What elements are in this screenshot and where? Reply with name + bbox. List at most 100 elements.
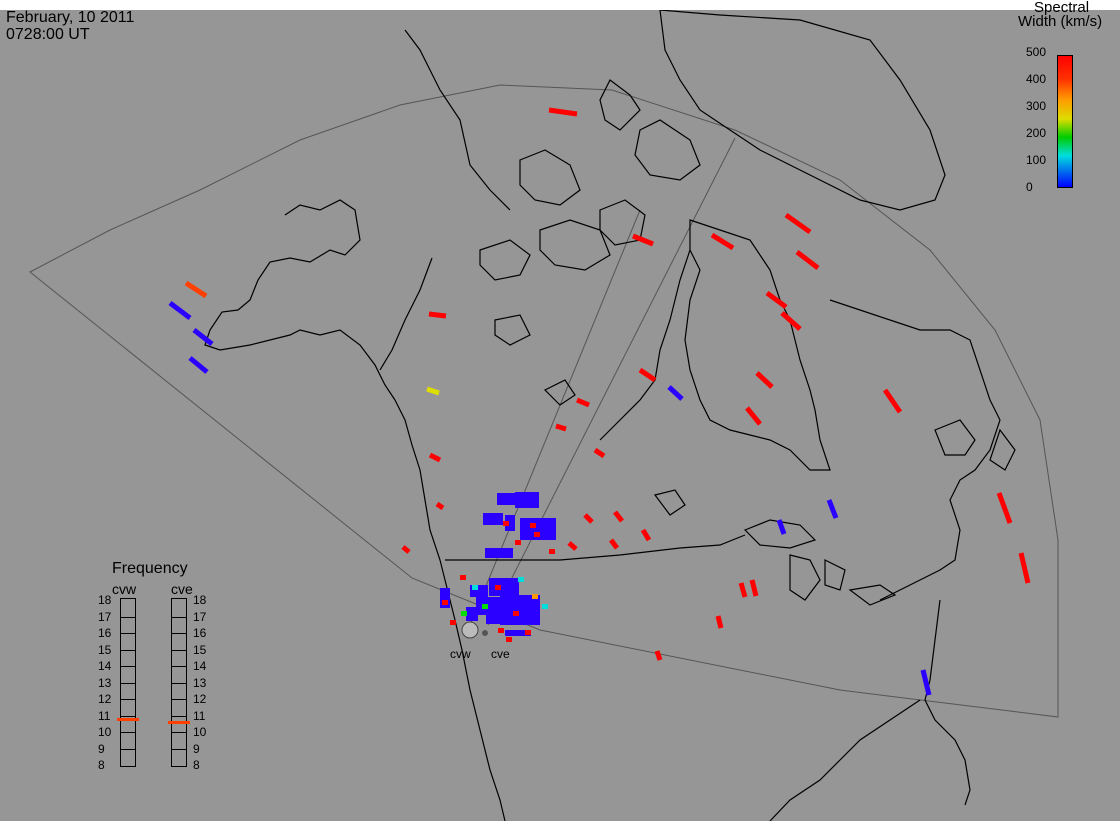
echo-cell bbox=[460, 575, 466, 580]
radar-name-cvw: cvw bbox=[112, 581, 137, 597]
echo-cell bbox=[503, 521, 509, 526]
echo-bar bbox=[638, 367, 657, 383]
echo-cluster-cell bbox=[520, 600, 532, 612]
frequency-gridline bbox=[120, 649, 136, 651]
frequency-tick-label: 13 bbox=[193, 675, 207, 690]
frequency-gridline bbox=[120, 715, 136, 717]
frequency-tick-label: 16 bbox=[193, 626, 207, 640]
radar-site-cve bbox=[482, 630, 488, 636]
echo-cell bbox=[472, 585, 478, 590]
echo-cell bbox=[518, 577, 524, 582]
echo-cell bbox=[525, 630, 531, 635]
scale-tick-label: 0 bbox=[1026, 180, 1033, 194]
echo-bar bbox=[780, 311, 802, 331]
frequency-tick-label: 15 bbox=[98, 642, 112, 657]
echo-bar bbox=[826, 499, 839, 519]
frequency-gridline bbox=[171, 715, 187, 717]
fov-outline bbox=[29, 84, 1059, 718]
echo-bar bbox=[795, 250, 820, 270]
frequency-tick-label: 15 bbox=[193, 642, 207, 657]
radar-site-cvw bbox=[461, 621, 479, 639]
echo-bar bbox=[710, 232, 735, 251]
frequency-tick-label: 14 bbox=[193, 659, 207, 673]
frequency-gridline bbox=[120, 682, 136, 684]
plot-date: February, 10 2011 bbox=[6, 9, 135, 26]
frequency-gridline bbox=[120, 633, 136, 634]
echo-bar bbox=[667, 385, 684, 401]
echo-cell bbox=[470, 592, 476, 597]
echo-bar bbox=[435, 501, 445, 511]
echo-bar bbox=[428, 311, 447, 319]
echo-bar bbox=[555, 423, 567, 432]
frequency-tick-label: 14 bbox=[98, 659, 112, 673]
echo-cluster-cell bbox=[489, 578, 519, 596]
echo-bar bbox=[749, 579, 759, 597]
echo-bar bbox=[567, 541, 578, 551]
frequency-gridline bbox=[171, 682, 187, 684]
scale-tick-label: 300 bbox=[1026, 99, 1047, 113]
echo-cell bbox=[450, 620, 456, 625]
color-scale-bar bbox=[1057, 55, 1073, 188]
echo-cell bbox=[442, 600, 448, 605]
frequency-tick-label: 12 bbox=[98, 692, 112, 706]
echo-cluster-cell bbox=[485, 548, 513, 558]
frequency-tick-label: 10 bbox=[98, 725, 112, 739]
echo-bar bbox=[609, 538, 619, 550]
frequency-tick-label: 8 bbox=[98, 758, 105, 772]
frequency-gridline bbox=[171, 666, 187, 667]
beam-line bbox=[487, 137, 736, 626]
echo-cell bbox=[530, 523, 536, 528]
echo-bar bbox=[576, 397, 590, 408]
echo-bar bbox=[613, 510, 624, 523]
echo-cell bbox=[542, 604, 548, 609]
echo-bar bbox=[738, 582, 748, 598]
echo-bar bbox=[765, 290, 788, 310]
echo-cell bbox=[513, 611, 519, 616]
echo-bar bbox=[632, 233, 654, 247]
frequency-gridline bbox=[171, 649, 187, 651]
map-area bbox=[0, 10, 1120, 821]
echo-cluster-cell bbox=[520, 518, 556, 540]
scale-tick-label: 100 bbox=[1026, 153, 1047, 167]
echo-bar bbox=[715, 615, 724, 629]
echo-bar bbox=[428, 452, 442, 463]
frequency-gridline bbox=[120, 732, 136, 733]
frequency-gridline bbox=[120, 748, 136, 750]
scale-title-line2: Width (km/s) bbox=[1018, 13, 1103, 30]
echo-bar bbox=[192, 328, 214, 346]
coastlines bbox=[204, 10, 1016, 821]
frequency-tick-label: 16 bbox=[98, 626, 112, 640]
scale-tick-label: 500 bbox=[1026, 45, 1047, 59]
frequency-tick-label: 12 bbox=[193, 692, 207, 706]
echo-bar bbox=[882, 388, 903, 414]
echo-cell bbox=[532, 594, 538, 599]
frequency-gridline bbox=[120, 666, 136, 667]
echo-cluster-cell bbox=[440, 588, 450, 608]
frequency-tick-label: 9 bbox=[193, 741, 200, 756]
echo-cluster-cell bbox=[483, 513, 503, 525]
echo-cluster-cell bbox=[505, 515, 515, 531]
frequency-gridline bbox=[171, 732, 187, 733]
frequency-gridline bbox=[171, 616, 187, 618]
echo-bar bbox=[168, 301, 192, 320]
echo-bar bbox=[548, 107, 578, 117]
map-label-cve: cve bbox=[491, 647, 510, 661]
echo-bar bbox=[996, 492, 1013, 524]
echo-cell bbox=[549, 549, 555, 554]
frequency-tick-label: 9 bbox=[98, 741, 105, 756]
echo-bar bbox=[784, 212, 812, 235]
frequency-tick-label: 17 bbox=[98, 609, 112, 624]
echo-bar bbox=[426, 386, 440, 396]
echo-bar bbox=[755, 371, 774, 389]
echo-cell bbox=[515, 540, 521, 545]
echo-cluster-cell bbox=[466, 607, 478, 621]
map-label-cvw: cvw bbox=[450, 647, 471, 661]
echo-cell bbox=[498, 628, 504, 633]
echo-bars bbox=[168, 107, 1031, 696]
echo-bar bbox=[654, 650, 663, 661]
echo-cell bbox=[506, 637, 512, 642]
echo-bar bbox=[188, 356, 209, 374]
beam-line bbox=[469, 209, 641, 626]
backscatter-cluster bbox=[440, 492, 556, 642]
echo-bar bbox=[1018, 552, 1031, 584]
